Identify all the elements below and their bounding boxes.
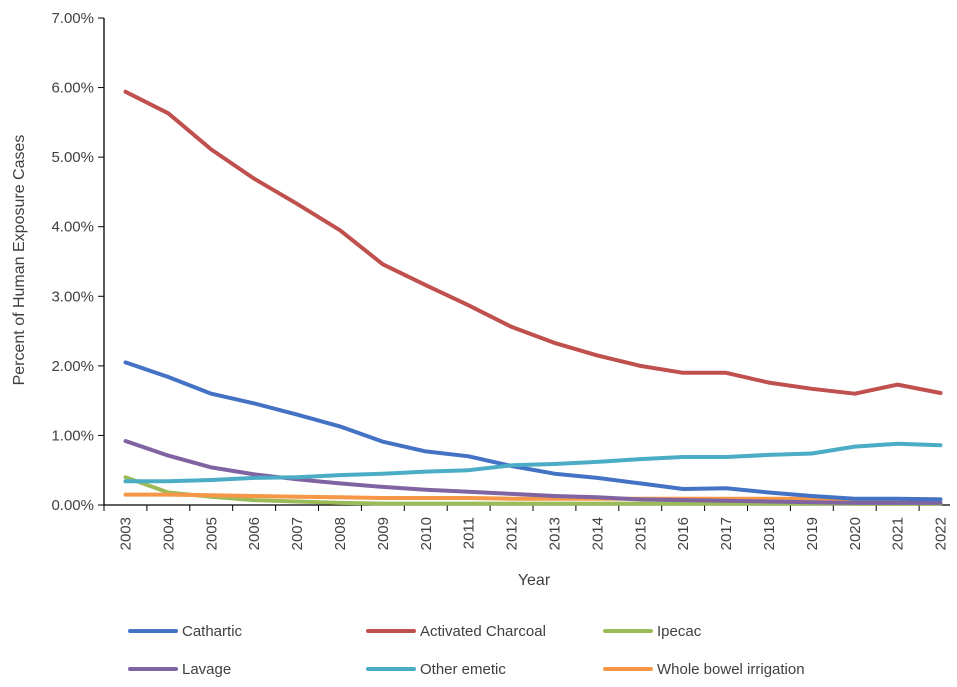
- x-tick-label: 2020: [847, 517, 864, 550]
- x-tick-label: 2008: [332, 517, 349, 550]
- x-tick-label: 2022: [933, 517, 950, 550]
- legend-label-whole-bowel-irrigation: Whole bowel irrigation: [657, 661, 805, 678]
- x-axis-title: Year: [518, 572, 551, 589]
- y-tick-label: 6.00%: [51, 80, 94, 97]
- x-tick-label: 2013: [546, 517, 563, 550]
- y-tick-label: 3.00%: [51, 288, 94, 305]
- y-tick-labels: 0.00% 1.00% 2.00% 3.00% 4.00% 5.00% 6.00% 7.00%: [51, 10, 94, 514]
- x-tick-label: 2009: [375, 517, 392, 550]
- x-tick-label: 2012: [504, 517, 521, 550]
- series-line-other-emetic: [123, 441, 943, 484]
- legend-label-cathartic: Cathartic: [182, 623, 243, 640]
- series-line-lavage: [123, 439, 943, 505]
- legend-label-ipecac: Ipecac: [657, 623, 702, 640]
- y-tick-label: 4.00%: [51, 219, 94, 236]
- y-tick-label: 2.00%: [51, 358, 94, 375]
- x-tick-label: 2021: [890, 517, 907, 550]
- series-line-activated-charcoal: [123, 89, 943, 396]
- y-tick-label: 5.00%: [51, 149, 94, 166]
- legend-label-lavage: Lavage: [182, 661, 231, 678]
- series-line-whole-bowel-irrigation: [123, 492, 943, 502]
- x-tick-label: 2003: [117, 517, 134, 550]
- x-tick-label: 2007: [289, 517, 306, 550]
- x-tick-labels: 2003 2004 2005 2006 2007 2008 2009 2010 2011 2012…: [117, 517, 949, 550]
- x-tick-label: 2018: [761, 517, 778, 550]
- x-tick-label: 2010: [418, 517, 435, 550]
- x-tick-label: 2005: [203, 517, 220, 550]
- x-tick-label: 2004: [160, 517, 177, 550]
- legend-label-other-emetic: Other emetic: [420, 661, 506, 678]
- x-tick-label: 2006: [246, 517, 263, 550]
- y-axis-title: Percent of Human Exposure Cases: [11, 135, 28, 386]
- legend: Cathartic Activated Charcoal Ipecac Lavage O…: [128, 623, 805, 678]
- x-tick-label: 2019: [804, 517, 821, 550]
- y-tick-label: 7.00%: [51, 10, 94, 27]
- x-tick-label: 2016: [675, 517, 692, 550]
- series-lines: [123, 89, 943, 506]
- x-tick-label: 2014: [589, 517, 606, 550]
- axes: [98, 17, 950, 511]
- x-tick-label: 2015: [632, 517, 649, 550]
- legend-label-activated-charcoal: Activated Charcoal: [420, 623, 546, 640]
- y-tick-label: 0.00%: [51, 497, 94, 514]
- x-tick-label: 2017: [718, 517, 735, 550]
- series-line-cathartic: [123, 360, 943, 502]
- y-tick-label: 1.00%: [51, 427, 94, 444]
- x-tick-label: 2011: [461, 517, 478, 549]
